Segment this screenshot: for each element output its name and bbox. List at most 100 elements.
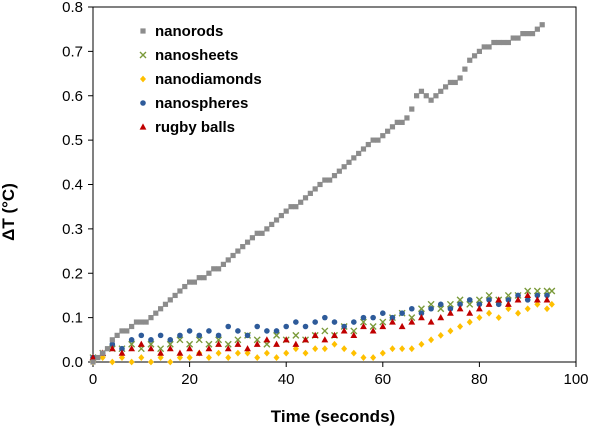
data-point: [162, 301, 169, 307]
data-point: [476, 305, 483, 312]
y-tick-label: 0.3: [62, 221, 83, 238]
data-point: [486, 309, 493, 317]
data-point: [195, 336, 203, 344]
data-point: [548, 300, 555, 308]
data-point: [525, 31, 531, 37]
data-point: [370, 137, 376, 143]
data-point: [224, 340, 232, 348]
y-tick-label: 0.5: [62, 132, 83, 149]
data-point: [196, 275, 202, 281]
data-point: [471, 53, 478, 59]
data-point: [476, 301, 483, 308]
data-point: [292, 331, 300, 339]
data-point: [225, 257, 231, 263]
data-point: [491, 39, 497, 46]
data-point: [119, 345, 125, 352]
data-point: [380, 310, 386, 316]
data-point: [500, 39, 507, 46]
data-point: [177, 332, 183, 339]
data-point: [100, 350, 106, 356]
data-point: [259, 230, 265, 236]
data-point: [288, 204, 294, 210]
data-point: [438, 88, 444, 94]
data-point: [99, 354, 106, 361]
data-point: [215, 266, 222, 272]
data-point: [428, 97, 434, 103]
data-point: [302, 195, 309, 201]
data-point: [428, 336, 435, 344]
data-point: [346, 159, 352, 165]
data-point: [157, 332, 164, 339]
data-point: [293, 319, 299, 325]
data-point: [253, 340, 261, 347]
data-point: [264, 226, 270, 232]
data-point: [351, 155, 357, 161]
data-point: [128, 358, 135, 366]
data-point: [375, 137, 381, 143]
data-point: [147, 358, 154, 366]
data-point: [514, 296, 522, 303]
data-point: [359, 318, 367, 326]
data-point: [201, 275, 207, 281]
data-point: [544, 292, 550, 299]
data-point: [128, 340, 136, 348]
data-point: [447, 305, 454, 312]
data-point: [399, 310, 405, 316]
data-point: [520, 31, 526, 37]
data-point: [128, 345, 136, 352]
data-point: [427, 318, 435, 325]
data-point: [496, 39, 502, 46]
data-point: [109, 341, 116, 348]
data-point: [263, 349, 270, 357]
x-tick-label: 0: [89, 371, 97, 388]
data-point: [327, 177, 333, 183]
data-point: [370, 314, 376, 321]
data-point: [283, 323, 290, 330]
y-tick-label: 0.7: [62, 43, 83, 60]
data-point: [533, 287, 541, 295]
data-point: [543, 296, 551, 303]
data-point: [273, 331, 281, 339]
data-point: [331, 331, 338, 338]
data-point: [322, 177, 328, 183]
data-point: [466, 300, 474, 308]
x-tick-label: 40: [278, 371, 295, 388]
data-point: [283, 208, 289, 214]
data-point: [109, 358, 116, 366]
data-point: [244, 239, 251, 245]
data-point: [505, 297, 512, 303]
series-rugby-balls: [89, 291, 551, 361]
data-point: [467, 57, 473, 63]
data-point: [157, 354, 164, 361]
data-point: [118, 349, 126, 356]
legend-item: nanospheres: [140, 95, 248, 112]
data-point: [456, 296, 464, 304]
data-point: [283, 349, 290, 357]
data-point: [389, 345, 396, 353]
data-point: [409, 106, 415, 112]
data-point: [302, 349, 309, 357]
y-axis: 0.0 0.1 0.2 0.3 0.4 0.5 0.6 0.7 0.8: [62, 0, 93, 371]
data-point: [129, 323, 135, 330]
data-point: [505, 39, 511, 46]
data-point: [249, 235, 255, 241]
data-point: [456, 305, 464, 312]
data-point: [138, 319, 144, 325]
data-point: [292, 345, 299, 353]
data-point: [166, 340, 174, 348]
data-point: [504, 291, 512, 299]
data-point: [293, 204, 299, 210]
data-point: [167, 337, 174, 343]
data-point: [529, 31, 536, 37]
data-point: [462, 66, 468, 72]
series-layer: [89, 22, 556, 366]
data-point: [187, 279, 193, 285]
data-point: [379, 349, 386, 357]
legend-marker: [140, 28, 146, 34]
data-point: [417, 305, 425, 313]
data-point: [196, 332, 203, 339]
data-point: [322, 314, 328, 321]
legend-label: rugby balls: [155, 119, 235, 136]
data-point: [244, 349, 251, 357]
data-point: [224, 345, 232, 352]
